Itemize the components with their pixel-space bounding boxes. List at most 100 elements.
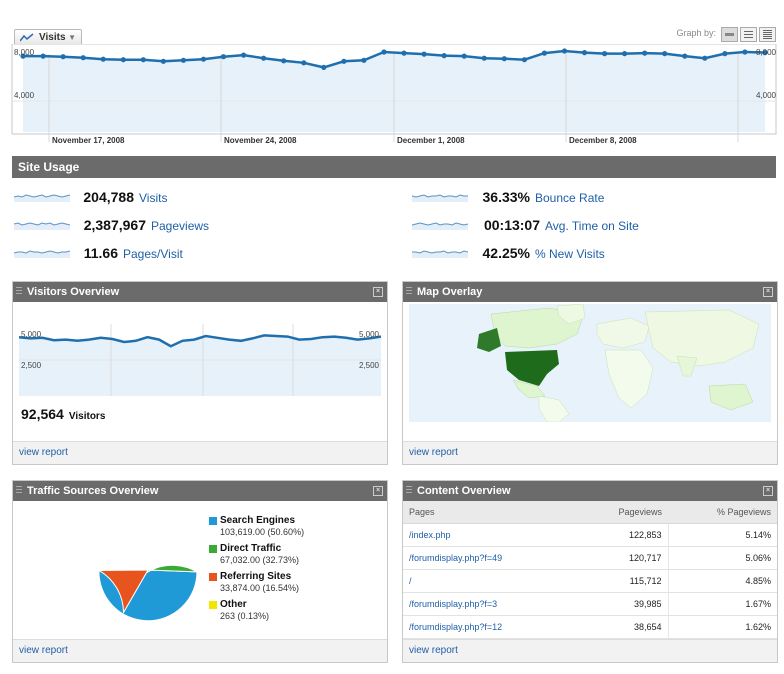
data-point[interactable]: [622, 51, 628, 57]
page-link[interactable]: /forumdisplay.php?f=12: [403, 615, 577, 639]
metric-link[interactable]: Pageviews: [151, 219, 210, 233]
data-point[interactable]: [261, 55, 267, 61]
data-point[interactable]: [521, 57, 528, 63]
data-point[interactable]: [762, 50, 768, 56]
greenland-region[interactable]: [556, 304, 586, 325]
usa-region[interactable]: [505, 350, 559, 386]
data-point[interactable]: [321, 64, 327, 70]
pie-legend: Search Engines 103,619.00 (50.60%) Direct …: [209, 515, 379, 625]
data-point[interactable]: [20, 53, 26, 59]
close-icon[interactable]: ×: [373, 486, 383, 496]
metric-link[interactable]: Visits: [139, 191, 168, 205]
legend-value: 67,032.00 (32.73%): [220, 555, 300, 565]
pageviews-cell: 120,717: [576, 546, 669, 570]
panel-header[interactable]: Visitors Overview ×: [13, 282, 387, 302]
australia-region[interactable]: [708, 383, 754, 411]
drag-handle-icon[interactable]: [406, 486, 412, 495]
data-point[interactable]: [361, 57, 367, 63]
data-point[interactable]: [441, 53, 447, 59]
y-tick-label-left: 2,500: [21, 361, 42, 370]
data-point[interactable]: [40, 53, 46, 59]
metric-bounce-rate: 36.33% Bounce Rate: [412, 188, 772, 208]
view-report-link[interactable]: view report: [19, 447, 68, 458]
graph-by-month-button[interactable]: [759, 27, 776, 42]
close-icon[interactable]: ×: [763, 486, 773, 496]
data-point[interactable]: [301, 60, 307, 66]
graph-by-week-button[interactable]: [740, 27, 757, 42]
data-point[interactable]: [200, 56, 207, 62]
y-tick-label-right: 5,000: [359, 330, 380, 339]
india-region[interactable]: [676, 355, 698, 377]
metric-link[interactable]: Pages/Visit: [123, 247, 183, 261]
metric-link[interactable]: % New Visits: [535, 247, 605, 261]
data-point[interactable]: [642, 50, 648, 56]
data-point[interactable]: [180, 57, 186, 63]
data-point[interactable]: [682, 53, 688, 59]
data-point[interactable]: [120, 57, 126, 63]
data-point[interactable]: [602, 51, 608, 57]
south-america-region[interactable]: [538, 395, 570, 422]
africa-region[interactable]: [604, 349, 654, 409]
data-point[interactable]: [140, 57, 146, 63]
mexico-region[interactable]: [512, 379, 546, 399]
panel-header[interactable]: Content Overview ×: [403, 481, 777, 501]
data-point[interactable]: [461, 53, 467, 59]
pie-slice-referring-sites[interactable]: [97, 569, 149, 615]
metric-pageviews: 2,387,967 Pageviews: [14, 216, 374, 236]
data-point[interactable]: [401, 50, 407, 56]
world-map[interactable]: [409, 304, 771, 422]
data-point[interactable]: [160, 58, 166, 64]
sparkline: [14, 250, 70, 258]
page-link[interactable]: /: [403, 569, 577, 593]
data-point[interactable]: [702, 55, 708, 61]
drag-handle-icon[interactable]: [406, 287, 412, 296]
metric--new-visits: 42.25% % New Visits: [412, 244, 772, 264]
asia-region[interactable]: [644, 309, 760, 367]
drag-handle-icon[interactable]: [16, 287, 22, 296]
y-tick-label-left: 4,000: [14, 91, 35, 100]
data-point[interactable]: [541, 50, 548, 56]
europe-region[interactable]: [596, 317, 650, 349]
data-point[interactable]: [481, 55, 487, 61]
data-point[interactable]: [60, 54, 66, 60]
panel-header[interactable]: Traffic Sources Overview ×: [13, 481, 387, 501]
panel-header[interactable]: Map Overlay ×: [403, 282, 777, 302]
data-point[interactable]: [281, 58, 287, 64]
drag-handle-icon[interactable]: [16, 486, 22, 495]
data-point[interactable]: [341, 58, 347, 64]
legend-name: Direct Traffic: [220, 543, 282, 554]
data-point[interactable]: [220, 54, 227, 60]
metric-link[interactable]: Avg. Time on Site: [545, 219, 639, 233]
data-point[interactable]: [742, 49, 748, 55]
data-point[interactable]: [100, 56, 106, 62]
data-point[interactable]: [722, 51, 728, 57]
metric-value: 11.66: [83, 245, 118, 261]
data-point[interactable]: [561, 48, 568, 54]
data-point[interactable]: [241, 52, 247, 58]
view-report-link[interactable]: view report: [19, 645, 68, 656]
sparkline: [14, 194, 70, 202]
data-point[interactable]: [581, 50, 588, 56]
view-report-link[interactable]: view report: [409, 447, 458, 458]
visitors-line-chart: 5,000 5,000 2,500 2,500: [19, 324, 381, 396]
metric-link[interactable]: Bounce Rate: [535, 191, 605, 205]
metric-value: 36.33%: [482, 189, 530, 205]
data-point[interactable]: [421, 51, 427, 57]
column-header-pages[interactable]: Pages: [403, 501, 577, 524]
view-report-link[interactable]: view report: [409, 645, 458, 656]
page-link[interactable]: /forumdisplay.php?f=3: [403, 592, 577, 616]
column-header-percent-pageviews[interactable]: % Pageviews: [668, 501, 777, 524]
close-icon[interactable]: ×: [763, 287, 773, 297]
traffic-sources-pie-chart[interactable]: [97, 519, 199, 621]
alaska-region[interactable]: [477, 328, 501, 352]
page-link[interactable]: /forumdisplay.php?f=49: [403, 546, 577, 570]
data-point[interactable]: [662, 51, 668, 57]
data-point[interactable]: [501, 56, 507, 62]
pageviews-cell: 39,985: [576, 592, 669, 616]
data-point[interactable]: [381, 49, 387, 55]
close-icon[interactable]: ×: [373, 287, 383, 297]
data-point[interactable]: [80, 55, 86, 61]
page-link[interactable]: /index.php: [403, 523, 577, 547]
graph-by-day-button[interactable]: [721, 27, 738, 42]
column-header-pageviews[interactable]: Pageviews: [576, 501, 669, 524]
